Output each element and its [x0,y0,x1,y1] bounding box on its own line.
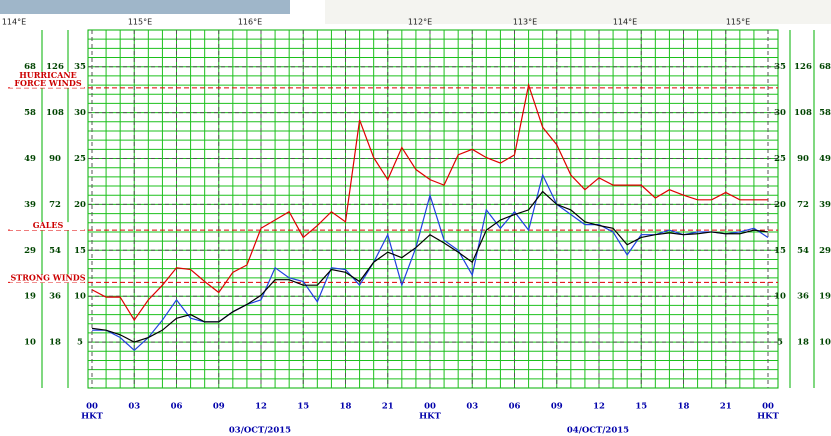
x-tick-label: 18 [678,402,690,412]
x-tick-label: 21 [720,402,732,412]
plot-area [87,29,779,389]
label-bg [10,79,84,88]
series-line [91,190,769,343]
date-label: 03/OCT/2015 [229,426,291,436]
x-tick-label: 06 [171,402,183,412]
y-tick-label: 68 [24,62,36,72]
y-tick-label: 10 [74,292,86,302]
y-tick-label: 108 [794,108,812,118]
x-tick-label: 18 [340,402,352,412]
y-tick-label: 20 [774,200,786,210]
y-tick-label: 72 [49,200,61,210]
y-tick-label: 19 [819,292,831,302]
y-tick-label: 36 [49,292,61,302]
map-label: 113°E [513,18,537,27]
y-tick-label: 54 [49,246,61,256]
series-line [91,82,768,322]
y-tick-label: 30 [74,108,86,118]
x-tick-label: 00 [424,402,436,412]
x-tick-label: 12 [593,402,605,412]
label-bg [10,274,84,283]
y-tick-label: 15 [74,246,86,256]
y-tick-label: 126 [794,62,812,72]
y-tick-label: 49 [819,154,831,164]
y-tick-label: 58 [24,108,36,118]
y-tick-label: 10 [24,338,36,348]
y-tick-label: 25 [774,154,786,164]
y-tick-label: 49 [24,154,36,164]
y-tick-label: 29 [24,246,36,256]
y-tick-label: 68 [819,62,831,72]
y-tick-label: 35 [774,62,786,72]
y-tick-label: 15 [774,246,786,256]
x-tick-label: 00 [86,402,98,412]
map-label: 114°E [613,18,637,27]
x-tick-label: 03 [128,402,140,412]
y-tick-label: 25 [74,154,86,164]
y-tick-label: 39 [24,200,36,210]
y-tick-label: 20 [74,200,86,210]
y-tick-label: 72 [797,200,809,210]
y-tick-label: 39 [819,200,831,210]
map-label: 116°E [238,18,262,27]
label-bg [10,222,84,231]
y-tick-label: 19 [24,292,36,302]
y-tick-label: 30 [774,108,786,118]
y-tick-label: 5 [777,338,783,348]
y-tick-label: 108 [46,108,64,118]
threshold-label: HURRICANE [19,70,77,80]
x-tick-label: 06 [509,402,521,412]
map-label: 115°E [128,18,152,27]
y-tick-label: 54 [797,246,809,256]
map-label: 115°E [726,18,750,27]
y-tick-label: 5 [77,338,83,348]
x-sublabel: HKT [419,412,441,422]
y-tick-label: 90 [797,154,809,164]
map-label: 114°E [2,18,26,27]
y-tick-label: 90 [49,154,61,164]
x-tick-label: 15 [635,402,647,412]
x-tick-label: 12 [255,402,267,412]
map-label: 112°E [408,18,432,27]
x-tick-label: 09 [213,402,225,412]
threshold-label: FORCE WINDS [14,78,82,88]
map-strip [325,0,831,24]
y-tick-label: 58 [819,108,831,118]
y-tick-label: 10 [774,292,786,302]
threshold-label: STRONG WINDS [10,272,85,282]
y-tick-label: 36 [797,292,809,302]
y-tick-label: 18 [49,338,61,348]
x-tick-label: 00 [762,402,774,412]
x-sublabel: HKT [757,412,779,422]
x-tick-label: 03 [466,402,478,412]
date-label: 04/OCT/2015 [567,426,629,436]
y-tick-label: 35 [74,62,86,72]
map-strip [0,0,290,14]
threshold-label: GALES [33,220,64,230]
x-tick-label: 21 [382,402,394,412]
x-tick-label: 09 [551,402,563,412]
y-tick-label: 29 [819,246,831,256]
x-tick-label: 15 [297,402,309,412]
y-tick-label: 10 [819,338,831,348]
label-bg [10,71,84,80]
y-tick-label: 18 [797,338,809,348]
x-sublabel: HKT [81,412,103,422]
y-tick-label: 126 [46,62,64,72]
